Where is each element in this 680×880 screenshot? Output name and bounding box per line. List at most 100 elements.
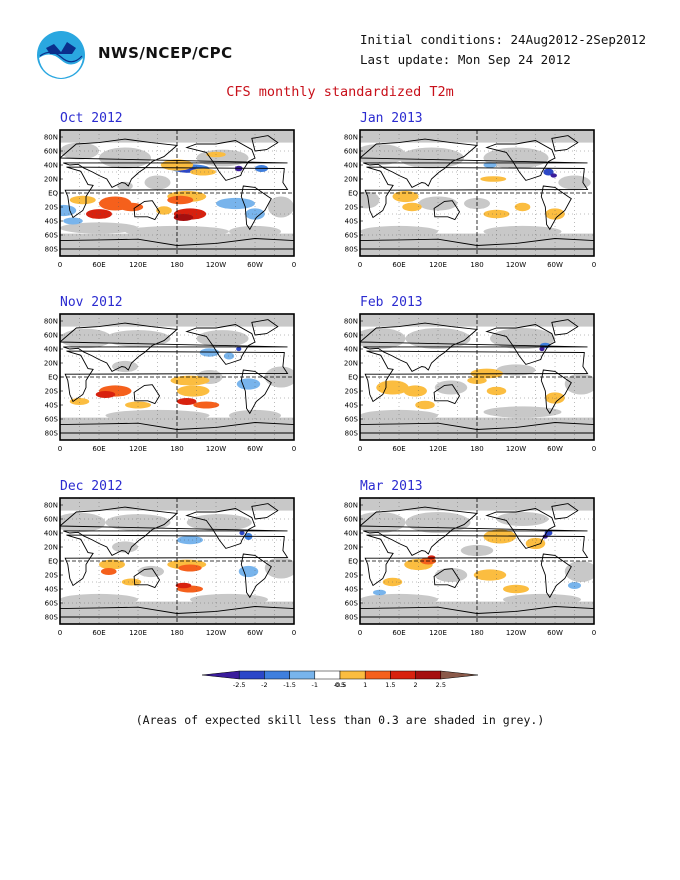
lon-tick-label: 120W [206,629,226,637]
lon-tick-label: 60E [92,629,105,637]
lon-tick-label: 0 [358,261,362,269]
lon-tick-label: 60E [92,261,105,269]
anomaly-region [473,569,507,581]
anomaly-region [236,346,242,352]
colorbar: -2.5 -2 -1.5 -1 -0.5 0.5 1 1.5 2 2.5 [200,668,480,692]
anomaly-region [100,568,117,575]
anomaly-region [63,217,83,225]
map-svg: 80N 60N 40N 20N EQ 20S 40S 60S 80S 0 60E 120E 180 120… [44,129,296,269]
continent-outline [540,369,572,415]
lat-tick-label: 20N [344,544,358,552]
colorbar-swatch [339,670,366,680]
low-skill-region [190,593,268,606]
continent-outline [360,422,594,434]
lon-tick-label: 120W [506,629,526,637]
low-skill-region [360,225,438,238]
colorbar-tick-label: 1 [363,681,367,689]
map-panel-mar-2013: 80N 60N 40N 20N EQ 20S 40S 60S 80S 0 60E 120E 180 120… [338,494,596,638]
continent-outline [64,534,289,587]
continent-outline [60,138,288,188]
lat-tick-label: 40N [44,530,58,538]
map-svg: 80N 60N 40N 20N EQ 20S 40S 60S 80S 0 60E 120E 180 120… [344,129,596,269]
continent-outline [133,568,161,589]
lat-tick-label: 20S [345,204,359,212]
lat-tick-label: 40N [344,346,358,354]
low-skill-region [460,544,494,557]
lat-tick-label: 40S [345,586,359,594]
anomaly-region [69,398,90,405]
map-panel-feb-2013: 80N 60N 40N 20N EQ 20S 40S 60S 80S 0 60E 120E 180 120… [338,310,596,454]
low-skill-region [418,196,458,211]
lat-tick-label: 60N [344,516,358,524]
colorbar-swatch [364,670,391,680]
map-panel-jan-2013: 80N 60N 40N 20N EQ 20S 40S 60S 80S 0 60E 120E 180 120… [338,126,596,270]
continent-outline [540,553,572,599]
anomaly-region [236,378,261,390]
anomaly-region [121,578,142,586]
low-skill-region [360,409,438,422]
low-skill-region [434,568,468,582]
anomaly-region [173,214,194,221]
continent-outline [360,606,594,618]
lon-tick-label: 0 [292,445,296,453]
lon-tick-label: 0 [58,261,62,269]
anomaly-region [403,385,427,397]
lat-tick-label: 80N [344,502,358,510]
continent-outline [360,506,588,556]
continent-outline [485,140,556,181]
continent-outline [364,166,589,219]
colorbar-tick-label: -2 [261,681,267,689]
low-skill-region [196,330,249,347]
colorbar-swatch [238,670,265,680]
colorbar-tick-label: -1.5 [283,681,296,689]
lat-tick-label: 20N [44,176,58,184]
anomaly-region [483,162,497,168]
panel-label-feb-2013: Feb 2013 [360,295,423,310]
low-skill-region [360,144,406,165]
lon-tick-label: 60W [547,445,563,453]
continent-outline [240,553,272,599]
lat-tick-label: 40N [44,346,58,354]
continent-outline [60,238,294,250]
anomaly-region [376,380,409,395]
low-skill-region [60,512,106,533]
lon-tick-label: 0 [58,629,62,637]
lon-tick-label: 180 [470,629,483,637]
lat-tick-label: 60S [45,232,59,240]
agency-name: NWS/NCEP/CPC [98,44,233,62]
anomaly-region [60,204,77,217]
colorbar-tick-label: -0.5 [334,681,347,689]
anomaly-region [167,195,194,205]
colorbar-tick-label: 0.5 [335,681,345,689]
low-skill-region [360,512,406,533]
anomaly-region [216,197,255,210]
continent-outline [360,322,588,372]
continent-outline [364,534,589,587]
colorbar-swatch [289,670,316,680]
low-skill-region [503,593,581,606]
continent-outline [485,508,556,549]
low-skill-region [483,406,562,418]
lat-tick-label: 80S [45,430,59,438]
panel-label-jan-2013: Jan 2013 [360,111,423,126]
lat-tick-label: EQ [48,558,58,566]
lon-tick-label: 60E [92,445,105,453]
lat-tick-label: 40N [344,530,358,538]
lat-tick-label: 80S [45,246,59,254]
anomaly-region [539,346,545,352]
continent-outline [551,135,579,152]
low-skill-region [112,360,138,373]
lat-tick-label: 40S [45,402,59,410]
anomaly-region [125,401,151,409]
lat-tick-label: 60S [345,416,359,424]
anomaly-region [177,385,210,397]
continent-outline [251,503,279,520]
lon-tick-label: 120W [506,445,526,453]
low-skill-region [360,191,380,209]
lat-tick-label: 60S [45,600,59,608]
lon-tick-label: 60E [392,629,405,637]
anomaly-region [199,348,220,357]
continent-outline [60,606,294,618]
colorbar-tick-label: 1.5 [385,681,395,689]
lat-tick-label: 40S [45,586,59,594]
